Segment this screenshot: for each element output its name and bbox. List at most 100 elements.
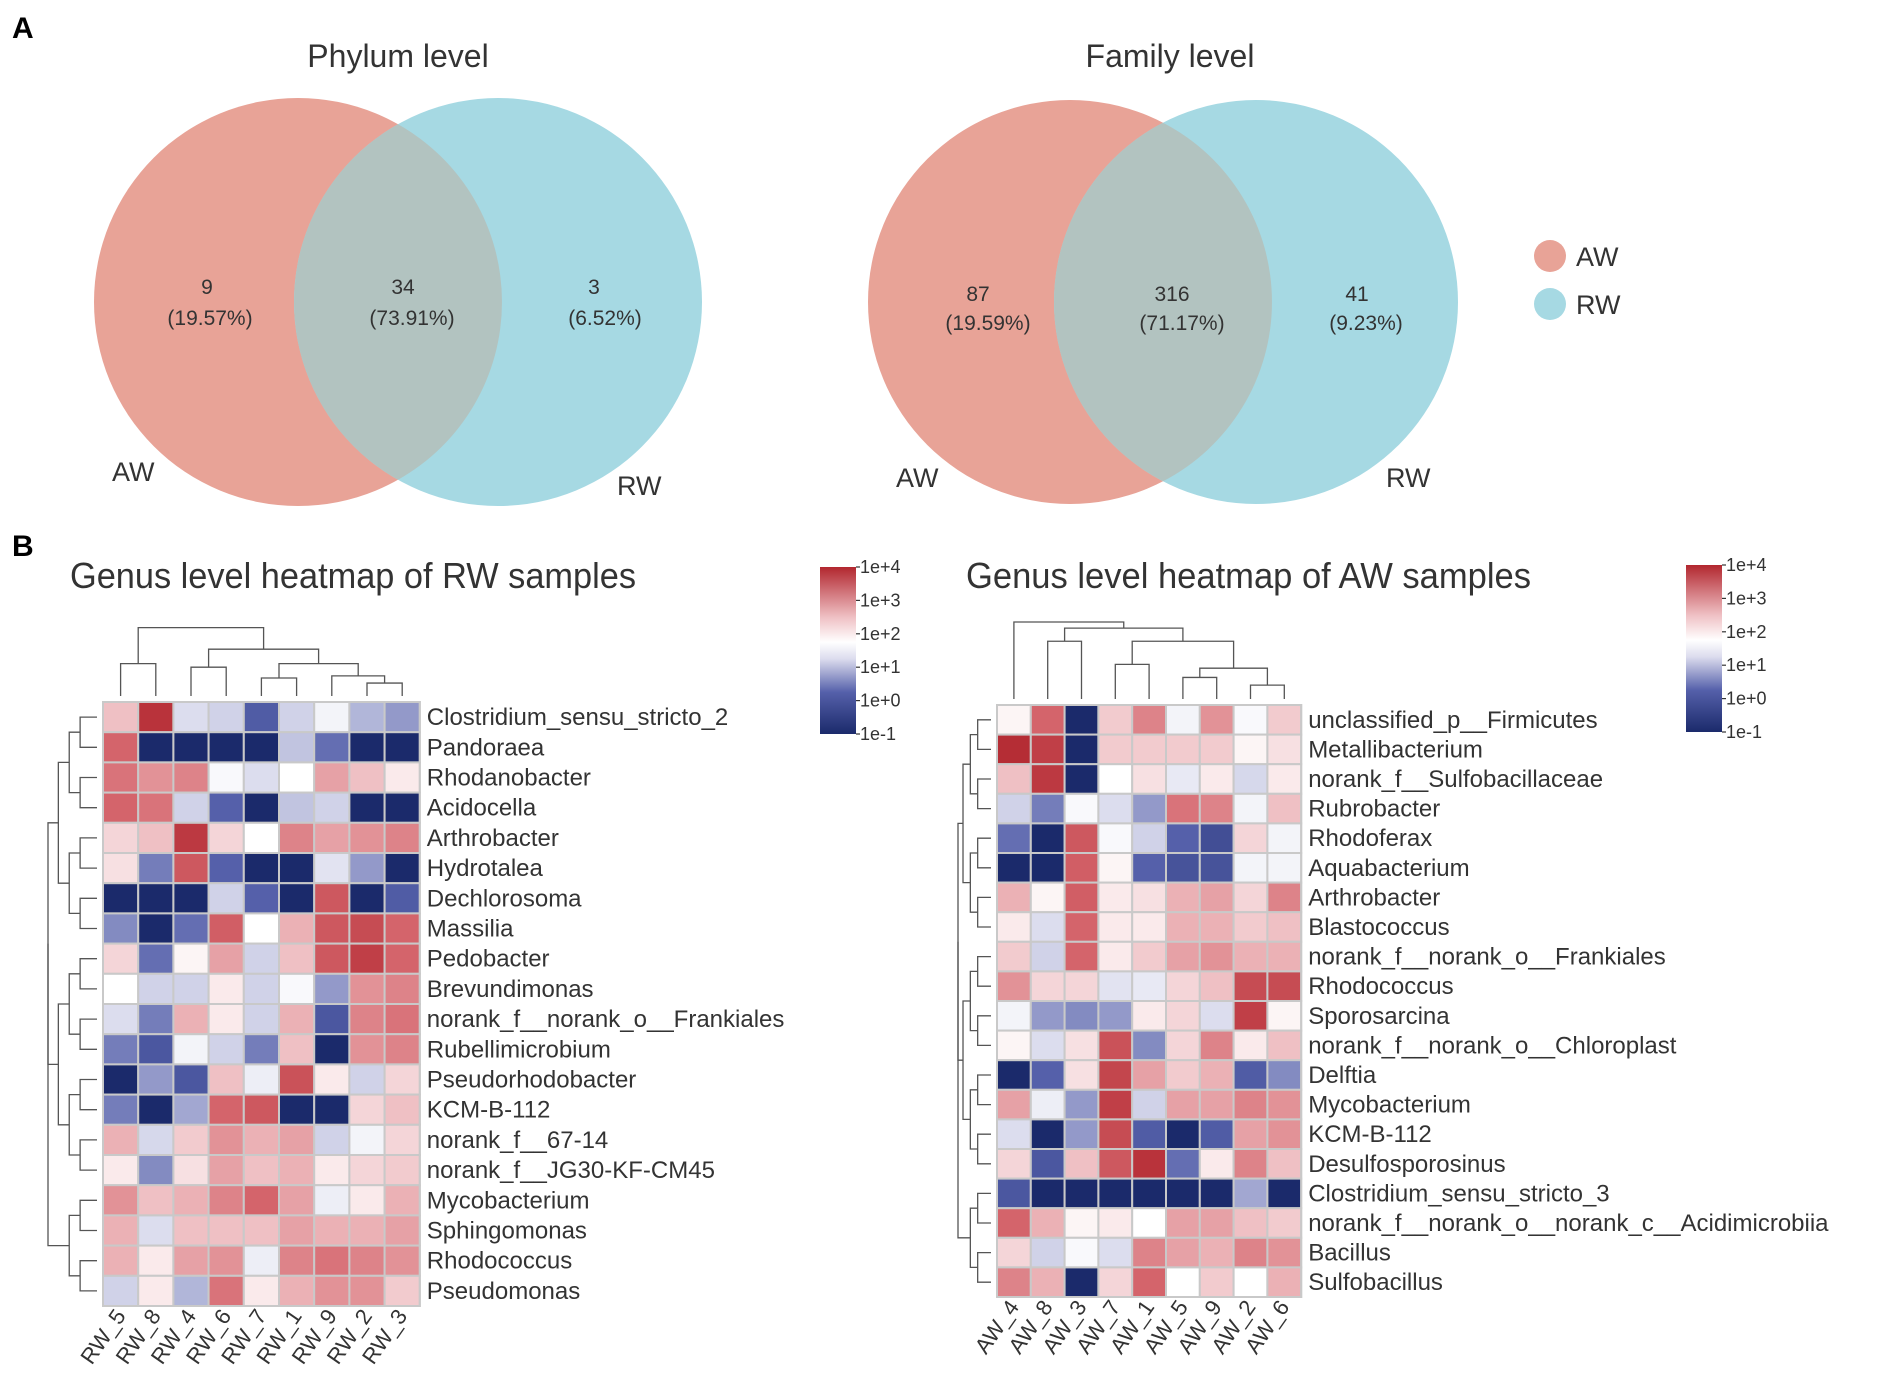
heatmap-rw-cell [278, 1184, 316, 1217]
heatmap-rw-cell [242, 701, 281, 734]
heatmap-aw-row-dendrogram-branch [962, 763, 971, 884]
heatmap-rw-row-label: Pseudorhodobacter [427, 1067, 636, 1094]
heatmap-rw-cell [207, 821, 245, 854]
heatmap-aw-cell [1266, 940, 1303, 973]
heatmap-aw-row-dendrogram-branch [969, 852, 978, 913]
heatmap-rw-cell [313, 1214, 351, 1247]
heatmap-aw-cell [1266, 970, 1303, 1003]
heatmap-aw-cell [1063, 881, 1100, 914]
venn-phylum-rw-only-count: 3 [588, 276, 600, 299]
heatmap-rw-cell [348, 1003, 386, 1036]
heatmap-aw-cell [1063, 1207, 1100, 1239]
heatmap-aw-cell [1266, 1059, 1303, 1091]
legend-aw-swatch [1534, 240, 1566, 272]
heatmap-rw-row-label: Brevundimonas [427, 976, 594, 1003]
heatmap-aw-cell [996, 1236, 1032, 1269]
heatmap-aw-cell [1097, 1088, 1134, 1121]
heatmap-rw: Genus level heatmap of RW samples Clostr… [47, 555, 901, 1369]
heatmap-aw-cell [1029, 1118, 1066, 1151]
heatmap-aw-cell [996, 1059, 1032, 1091]
heatmap-rw-cell [313, 912, 351, 945]
heatmap-rw-cell [348, 731, 386, 764]
heatmap-aw-cell [1165, 1177, 1201, 1210]
heatmap-aw-cell [1165, 1059, 1201, 1091]
heatmap-rw-cell [102, 1154, 140, 1187]
heatmap-aw-cell [1266, 911, 1303, 943]
heatmap-aw-cell [1165, 792, 1201, 825]
heatmap-rw-colorbar [820, 567, 856, 734]
heatmap-rw-cell [207, 1214, 245, 1247]
heatmap-aw-col-dendrogram-branch [1199, 667, 1269, 686]
heatmap-rw-cell [242, 1214, 281, 1247]
heatmap-aw-cell [1232, 881, 1269, 914]
heatmap-rw-cell [207, 1033, 245, 1066]
heatmap-aw-row-dendrogram-branch [977, 896, 991, 928]
heatmap-rw-cell [278, 1154, 316, 1187]
heatmap-aw-cell [1063, 1148, 1100, 1180]
heatmap-rw-cell [172, 1274, 210, 1308]
heatmap-aw-row-label: Blastococcus [1308, 914, 1449, 941]
venn-legend: AW RW [1534, 240, 1621, 320]
heatmap-aw-col-dendrogram-branch [1114, 663, 1150, 699]
heatmap-rw-cell [207, 852, 245, 885]
heatmap-rw-cell [137, 1214, 175, 1247]
heatmap-rw-cell [102, 1093, 140, 1126]
heatmap-rw-cell [207, 1184, 245, 1217]
heatmap-rw-row-label: Clostridium_sensu_stricto_2 [427, 704, 728, 731]
heatmap-rw-row-label: Pandoraea [427, 734, 545, 761]
heatmap-aw-cell [1198, 1207, 1235, 1239]
heatmap-aw-cell [1063, 1177, 1100, 1210]
heatmap-aw-cell [1165, 1266, 1201, 1299]
heatmap-aw-cell [1029, 1148, 1066, 1180]
heatmap-aw-cell [1198, 763, 1235, 795]
heatmap-aw-cell [1029, 1177, 1066, 1210]
heatmap-aw-cell [1198, 1029, 1235, 1062]
heatmap-rw-cell [278, 852, 316, 885]
heatmap-aw-cell [1097, 733, 1134, 766]
heatmap-aw-row-label: Mycobacterium [1308, 1092, 1471, 1119]
heatmap-rw-cell [172, 1033, 210, 1066]
heatmap-rw-row-dendrogram-branch [79, 1139, 97, 1171]
heatmap-rw-cell [348, 821, 386, 854]
heatmap-rw-cell [172, 1154, 210, 1187]
heatmap-rw-cell [172, 731, 210, 764]
heatmap-aw-cell [1131, 1207, 1167, 1239]
heatmap-rw-cell [102, 1123, 140, 1157]
heatmap-rw-cell [383, 821, 421, 854]
heatmap-aw-cell [1165, 1118, 1201, 1151]
heatmap-aw-cell [1232, 1088, 1269, 1121]
heatmap-aw-cell [1165, 1148, 1201, 1180]
heatmap-aw-cell [1198, 1177, 1235, 1210]
heatmap-aw-cell [1198, 1236, 1235, 1269]
heatmap-rw-cell [207, 972, 245, 1005]
heatmap-rw-cell [383, 1154, 421, 1187]
heatmap-rw-cell [242, 761, 281, 794]
panel-label-b: B [12, 530, 34, 563]
heatmap-rw-cell [137, 1184, 175, 1217]
heatmap-aw-cell [1198, 704, 1235, 736]
heatmap-aw-cell [1131, 763, 1167, 795]
heatmap-aw-cell [1131, 1029, 1167, 1062]
heatmap-rw-cell [313, 852, 351, 885]
venn-family: Family level 87 (19.59%) 316 (71.17%) 41… [868, 38, 1458, 504]
heatmap-rw-cell [242, 1274, 281, 1308]
heatmap-rw-border [102, 701, 421, 1307]
heatmap-rw-cell [313, 1244, 351, 1277]
heatmap-aw-cell [1029, 763, 1066, 795]
heatmap-rw-cell [383, 1003, 421, 1036]
heatmap-rw-row-dendrogram-branch [57, 1003, 70, 1126]
heatmap-rw-cell [172, 852, 210, 885]
heatmap-rw-cell [207, 791, 245, 824]
heatmap-rw-cell [137, 821, 175, 854]
heatmap-aw-cell [1198, 1088, 1235, 1121]
heatmap-aw-cell [996, 763, 1032, 795]
heatmap-rw-colorbar-label: 1e+0 [860, 691, 901, 711]
heatmap-rw-row-label: Massilia [427, 916, 514, 943]
legend-rw-swatch [1534, 288, 1566, 320]
heatmap-aw-cell [996, 1088, 1032, 1121]
heatmap-aw-cell [1029, 1207, 1066, 1239]
heatmap-rw-row-label: norank_f__JG30-KF-CM45 [427, 1157, 715, 1184]
venn-family-aw-label: AW [896, 463, 939, 493]
heatmap-rw-cell [278, 1003, 316, 1036]
heatmap-rw-col-dendrogram-branch [137, 626, 265, 664]
